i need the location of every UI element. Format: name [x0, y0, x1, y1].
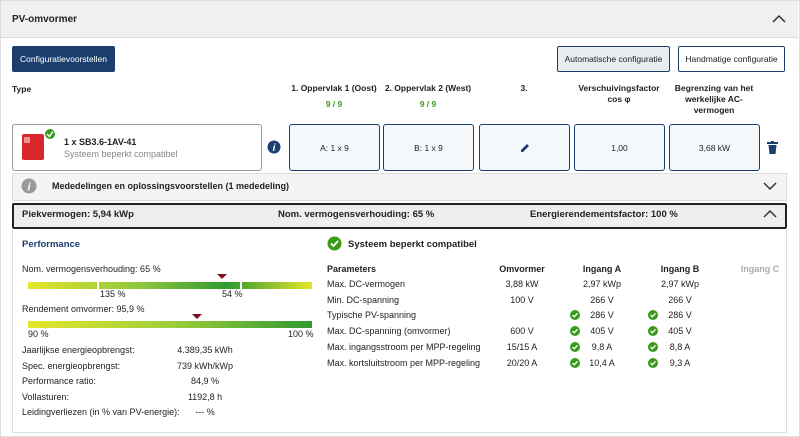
table-header: Ingang C: [740, 264, 780, 274]
table-header: Omvormer: [499, 264, 545, 274]
svg-text:i: i: [273, 143, 276, 154]
string-count: 9 / 9: [325, 99, 343, 109]
svg-text:i: i: [27, 182, 31, 194]
column-header: Verschuivingsfactor cos φ: [578, 83, 660, 104]
check-icon: [648, 341, 658, 354]
stat-label: Jaarlijkse energieopbrengst:: [22, 345, 135, 355]
input-b-value: 2,97 kWp: [660, 279, 700, 289]
input-a-value: 405 V: [590, 326, 614, 337]
efficiency-gauge: [28, 314, 312, 328]
compatibility-title: Systeem beperkt compatibel: [348, 239, 477, 250]
column-header: Type: [12, 84, 32, 94]
stat-value: 1192,8 h: [187, 391, 223, 402]
gauge-label: Rendement omvormer: 95,9 %: [22, 304, 145, 314]
table-header: Ingang B: [660, 264, 700, 274]
stat-value: --- %: [195, 407, 215, 418]
input-b-value: 9,3 A: [669, 357, 691, 368]
automatic-button[interactable]: Automatische configuratie: [557, 46, 670, 72]
stat-label: Spec. energieopbrengst:: [22, 360, 121, 371]
surface1-box[interactable]: A: 1 x 9: [289, 124, 380, 171]
column-header: Begrenzing van het werkelijke AC-vermoge…: [674, 83, 754, 115]
parameter-name: Max. kortsluitstroom per MPP-regeling: [327, 357, 481, 368]
parameter-name: Typische PV-spanning: [327, 310, 417, 321]
check-icon: [570, 341, 580, 354]
panel-header: [1, 1, 798, 38]
input-b-value: 405 V: [668, 326, 692, 337]
summary-bar[interactable]: [12, 203, 787, 229]
column-header: 2. Oppervlak 2 (West): [384, 83, 472, 93]
performance-title: Performance: [22, 239, 81, 250]
check-icon: [648, 357, 658, 370]
check-icon: [648, 326, 658, 338]
column-header: 1. Oppervlak 1 (Oost): [291, 83, 377, 93]
inverter-value: 15/15 A: [506, 341, 538, 352]
notice-icon: i: [21, 178, 37, 194]
check-icon: [570, 357, 580, 370]
surface2-box[interactable]: B: 1 x 9: [383, 124, 474, 171]
input-a-value: 2,97 kWp: [582, 279, 622, 289]
panel-title: PV-omvormer: [12, 14, 78, 25]
gauge-scale: 54 %: [222, 289, 243, 299]
input-a-value: 286 V: [590, 310, 614, 321]
stat-value: 739 kWh/kWp: [176, 360, 234, 371]
notice-bar[interactable]: [12, 173, 787, 201]
cosphi-box[interactable]: 1,00: [574, 124, 665, 171]
collapse-icon[interactable]: [763, 209, 777, 219]
stat-label: Leidingverliezen (in % van PV-energie):: [22, 407, 180, 418]
check-icon: [570, 326, 580, 338]
table-header: Parameters: [327, 264, 377, 274]
input-a-value: 266 V: [590, 294, 614, 305]
status-icon: [327, 236, 342, 251]
input-b-value: 286 V: [668, 310, 692, 321]
inverter-value: 20/20 A: [506, 357, 538, 368]
column-header: 3.: [520, 83, 528, 93]
stat-label: Vollasturen:: [22, 391, 70, 402]
collapse-icon[interactable]: [772, 14, 786, 24]
surface3-box[interactable]: [479, 124, 570, 171]
inverter-value: 3,88 kW: [505, 279, 539, 289]
gauge-scale: 135 %: [100, 289, 126, 299]
inverter-box[interactable]: [12, 124, 262, 171]
input-b-value: 8,8 A: [669, 341, 691, 352]
power-ratio: Nom. vermogensverhouding: 65 %: [278, 209, 435, 220]
yield-factor: Energierendementsfactor: 100 %: [530, 209, 678, 220]
edit-icon: [520, 143, 529, 152]
input-a-value: 9,8 A: [591, 341, 613, 352]
inverter-icon: [22, 129, 55, 160]
delete-icon[interactable]: [767, 141, 778, 154]
input-a-value: 10,4 A: [589, 357, 615, 368]
check-icon: [648, 310, 658, 322]
stat-value: 4.389,35 kWh: [177, 345, 233, 355]
gauge-label: Nom. vermogensverhouding: 65 %: [22, 264, 161, 274]
manual-button[interactable]: Handmatige configuratie: [678, 46, 785, 72]
notice-text: Mededelingen en oplossingsvoorstellen (1…: [52, 181, 290, 191]
string-count: 9 / 9: [419, 99, 437, 109]
parameter-name: Min. DC-spanning: [327, 294, 400, 305]
parameter-name: Max. DC-vermogen: [327, 279, 406, 289]
inverter-value: 100 V: [510, 294, 534, 305]
peak-power: Piekvermogen: 5,94 kWp: [22, 209, 134, 220]
stat-value: 84,9 %: [190, 376, 220, 387]
parameter-name: Max. DC-spanning (omvormer): [327, 326, 451, 337]
proposals-button[interactable]: Configuratievoorstellen: [12, 46, 115, 72]
input-b-value: 266 V: [668, 294, 692, 305]
stat-label: Performance ratio:: [22, 376, 97, 387]
details-panel: [12, 228, 787, 433]
inverter-status: Systeem beperkt compatibel: [64, 149, 178, 159]
inverter-value: 600 V: [510, 326, 534, 337]
gauge-scale: 100 %: [288, 329, 314, 339]
gauge-scale: 90 %: [28, 329, 49, 339]
check-icon: [570, 310, 580, 322]
info-icon[interactable]: i: [267, 140, 281, 154]
expand-icon[interactable]: [763, 181, 777, 191]
table-header: Ingang A: [582, 264, 622, 274]
ratio-gauge: [28, 274, 312, 290]
ac-limit-box[interactable]: 3,68 kW: [669, 124, 760, 171]
parameter-name: Max. ingangsstroom per MPP-regeling: [327, 341, 481, 352]
inverter-name: 1 x SB3.6-1AV-41: [64, 137, 137, 147]
